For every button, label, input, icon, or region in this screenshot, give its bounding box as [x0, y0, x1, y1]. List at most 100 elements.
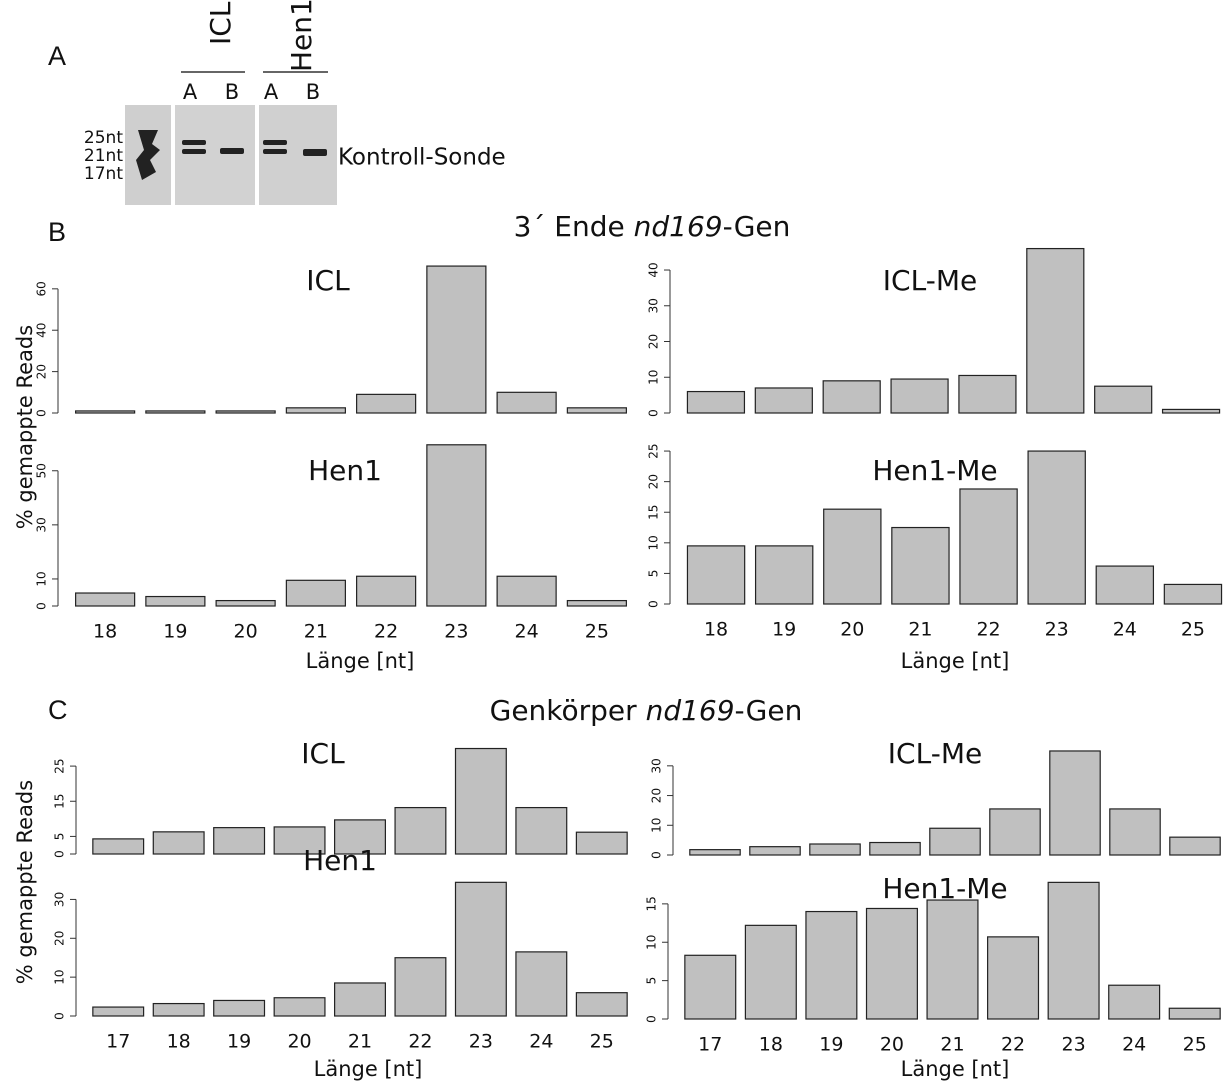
y-tick-label: 0 — [35, 409, 49, 417]
bar — [750, 847, 800, 855]
y-tick-label: 0 — [647, 600, 661, 608]
y-tick-label: 50 — [35, 463, 49, 478]
bar — [93, 1007, 144, 1016]
bar — [456, 749, 507, 854]
x-axis-label: Länge [nt] — [314, 1057, 423, 1081]
marker-label: 21nt — [84, 146, 123, 166]
bar — [891, 379, 948, 413]
bar — [216, 601, 275, 606]
y-tick-label: 10 — [647, 535, 661, 550]
bar — [93, 839, 144, 854]
bar — [867, 908, 918, 1019]
x-tick-label: 25 — [585, 621, 609, 643]
x-tick-label: 22 — [1001, 1034, 1025, 1056]
bar — [146, 597, 205, 606]
x-tick-label: 17 — [106, 1031, 130, 1053]
y-tick-label: 0 — [53, 1012, 67, 1020]
bar — [1028, 451, 1085, 604]
y-tick-label: 20 — [647, 334, 661, 349]
bar — [497, 576, 556, 606]
x-tick-label: 23 — [1062, 1034, 1086, 1056]
bar — [516, 952, 567, 1016]
chart-title: Hen1 — [308, 454, 382, 487]
bar — [1169, 1008, 1220, 1019]
y-tick-label: 10 — [650, 818, 664, 833]
lane-label: B — [306, 80, 320, 104]
y-tick-label: 10 — [645, 935, 659, 950]
x-tick-label: 18 — [704, 619, 728, 641]
bar — [395, 808, 446, 854]
bar — [988, 937, 1039, 1019]
bar — [456, 882, 507, 1016]
x-tick-label: 23 — [444, 621, 468, 643]
y-tick-label: 40 — [647, 262, 661, 277]
bar — [960, 489, 1017, 604]
chart-title: Hen1-Me — [872, 454, 997, 487]
x-tick-label: 19 — [227, 1031, 251, 1053]
y-tick-label: 0 — [53, 850, 67, 858]
bar — [576, 832, 627, 854]
x-tick-label: 24 — [1113, 619, 1137, 641]
y-tick-label: 30 — [35, 517, 49, 532]
marker-label: 17nt — [84, 164, 123, 184]
x-axis-label: Länge [nt] — [901, 649, 1010, 673]
chart-title: ICL-Me — [883, 264, 977, 297]
figure: A ICL Hen1 A B A B 25nt 21nt 17nt Kontro… — [0, 0, 1227, 1084]
bar — [1048, 882, 1099, 1019]
y-tick-label: 0 — [647, 409, 661, 417]
bar — [806, 912, 857, 1019]
y-tick-label: 20 — [647, 474, 661, 489]
bar — [427, 445, 486, 606]
x-tick-label: 21 — [348, 1031, 372, 1053]
bar — [930, 828, 980, 855]
bar — [1110, 809, 1160, 855]
chart-title: ICL-Me — [888, 737, 982, 770]
panel-title: Genkörper nd169-Gen — [490, 694, 803, 727]
title-part: Genkörper — [490, 694, 646, 727]
title-part: nd169 — [634, 210, 723, 243]
bar — [756, 546, 813, 604]
x-tick-label: 20 — [840, 619, 864, 641]
x-tick-label: 17 — [698, 1034, 722, 1056]
y-tick-label: 0 — [35, 602, 49, 610]
x-tick-label: 25 — [1183, 1034, 1207, 1056]
bar — [959, 375, 1016, 413]
bar — [810, 844, 860, 855]
x-tick-label: 22 — [374, 621, 398, 643]
x-tick-label: 23 — [1045, 619, 1069, 641]
x-tick-label: 19 — [819, 1034, 843, 1056]
panel-title: 3´ Ende nd169-Gen — [514, 210, 791, 243]
x-tick-label: 19 — [163, 621, 187, 643]
y-tick-label: 10 — [35, 571, 49, 586]
y-tick-label: 15 — [647, 505, 661, 520]
bar — [1164, 584, 1221, 604]
bar — [146, 411, 205, 413]
x-tick-label: 23 — [469, 1031, 493, 1053]
bar — [690, 850, 740, 855]
bar — [395, 958, 446, 1016]
x-tick-label: 22 — [976, 619, 1000, 641]
bar — [685, 955, 736, 1019]
bar — [927, 900, 978, 1019]
x-tick-label: 21 — [908, 619, 932, 641]
bar — [153, 1004, 204, 1016]
x-tick-label: 22 — [408, 1031, 432, 1053]
y-tick-label: 5 — [53, 833, 67, 841]
bar — [214, 828, 265, 854]
x-tick-label: 25 — [590, 1031, 614, 1053]
bar — [497, 392, 556, 413]
bar — [427, 266, 486, 413]
y-tick-label: 20 — [650, 788, 664, 803]
bar — [824, 509, 881, 604]
y-tick-label: 5 — [647, 570, 661, 578]
y-tick-label: 15 — [53, 794, 67, 809]
bar — [216, 411, 275, 413]
x-tick-label: 24 — [515, 621, 539, 643]
bar — [357, 576, 416, 606]
panel-label: B — [48, 217, 66, 247]
bar — [357, 394, 416, 413]
y-tick-label: 10 — [647, 370, 661, 385]
lane-label: B — [225, 80, 239, 104]
lane-group-label: ICL — [204, 1, 237, 45]
panel-label: C — [48, 695, 68, 725]
